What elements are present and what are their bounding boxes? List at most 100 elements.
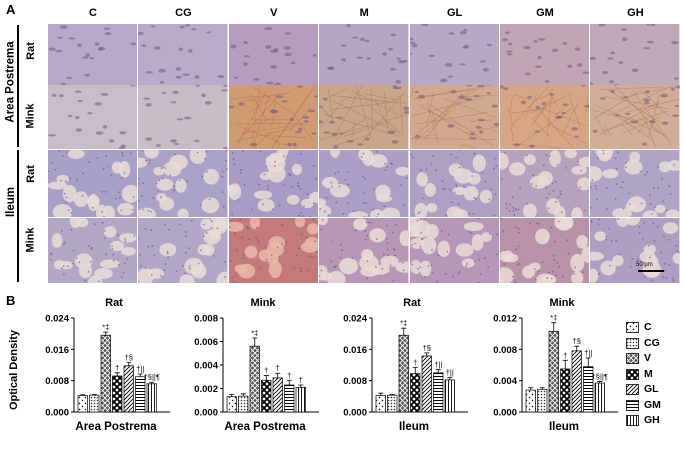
error-bar — [286, 379, 292, 385]
legend-label-gh: GH — [644, 414, 660, 426]
bar-c — [375, 395, 386, 413]
micrograph-ileum-rat-gl — [409, 150, 499, 217]
column-header-v: V — [270, 7, 278, 19]
column-header-gl: GL — [446, 7, 463, 19]
significance-label: *‡ — [102, 323, 109, 332]
micrograph-area-postrema-mink-gm — [500, 85, 590, 149]
bar-gm — [433, 372, 444, 413]
micrograph-area-postrema-mink-m — [319, 85, 409, 149]
micrograph-area-postrema-rat-gm — [500, 24, 590, 85]
error-bar — [298, 384, 304, 388]
bar-gl — [272, 377, 283, 413]
micrograph-ileum-mink-gh — [590, 218, 680, 283]
bar-m — [261, 379, 272, 413]
bar-gl — [571, 350, 582, 413]
significance-label: †|| — [446, 368, 454, 377]
error-bar — [412, 366, 418, 374]
y-tick-label: 0.000 — [194, 408, 218, 419]
micrograph-ileum-rat-m — [319, 150, 409, 217]
y-tick-label: 0.012 — [493, 314, 517, 325]
y-tick-label: 0.000 — [343, 408, 367, 419]
bar-m — [410, 373, 421, 413]
scale-bar-label: 50 μm — [636, 262, 653, 268]
micrograph-area-postrema-rat-c — [48, 24, 138, 85]
bar-gh — [146, 383, 157, 413]
x-axis-label: Ileum — [399, 421, 429, 433]
significance-label: †|| — [584, 348, 592, 357]
error-bar — [562, 359, 568, 369]
micrograph-ileum-mink-gl — [409, 218, 499, 283]
significance-label: † — [276, 364, 280, 373]
y-tick-label: 0.004 — [493, 376, 517, 387]
error-bar — [597, 381, 603, 384]
y-tick-label: 0.006 — [194, 337, 218, 348]
y-tick-label: 0.004 — [194, 361, 218, 372]
micrograph-area-postrema-mink-v — [228, 85, 319, 149]
y-tick-label: 0.000 — [493, 408, 517, 419]
significance-label: † — [413, 358, 417, 367]
micrograph-area-postrema-mink-c — [48, 85, 138, 149]
bar-c — [226, 396, 237, 413]
bar-c — [525, 389, 536, 413]
significance-label: †§ — [573, 337, 581, 346]
legend-label-gm: GM — [644, 398, 661, 411]
error-bar — [539, 387, 545, 390]
bar-gm — [284, 384, 295, 413]
column-header-m: M — [359, 7, 369, 19]
bar-v — [398, 334, 409, 413]
error-bar — [103, 331, 109, 336]
legend-swatch-gl — [626, 384, 639, 395]
legend-swatch-gm — [626, 399, 639, 411]
y-tick-label: 0.024 — [45, 314, 69, 325]
optical-density-charts: Rat0.0000.0080.0160.024*‡††§†||†§||¶Area… — [8, 297, 618, 433]
bar-cg — [387, 394, 398, 413]
error-bar — [585, 357, 591, 367]
significance-label: †§ — [125, 353, 133, 362]
error-bar — [126, 361, 132, 366]
significance-label: † — [299, 375, 303, 384]
bar-m — [112, 375, 123, 413]
bar-m — [560, 368, 571, 413]
micrograph-area-postrema-rat-gl — [409, 24, 499, 85]
significance-label: † — [563, 351, 567, 360]
y-tick-label: 0.002 — [194, 384, 218, 395]
column-header-c: C — [89, 7, 97, 19]
panel-a-label: A — [6, 2, 16, 17]
y-tick-label: 0.008 — [343, 376, 367, 387]
y-tick-label: 0.024 — [343, 314, 367, 325]
error-bar — [91, 393, 97, 396]
chart-3: Mink 0.000 0.004 0.008 0.012 *‡ † †§†|| †§||¶ Ile… — [493, 297, 618, 433]
significance-label: *‡ — [251, 328, 258, 337]
micrograph-ileum-rat-c — [48, 150, 138, 217]
legend-label-gl: GL — [644, 383, 659, 395]
y-tick-label: 0.000 — [45, 408, 69, 419]
micrograph-area-postrema-mink-gh — [590, 85, 680, 149]
bar-gh — [444, 379, 455, 413]
bar-gh — [295, 386, 306, 413]
error-bar — [80, 394, 86, 396]
error-bar — [401, 327, 407, 336]
row-label-ap-rat: Rat — [24, 42, 37, 60]
micrograph-ileum-mink-v — [228, 218, 319, 283]
row-label-ileum-mink: Mink — [24, 227, 37, 253]
micrograph-area-postrema-rat-v — [228, 24, 319, 85]
error-bar — [551, 322, 557, 332]
legend-swatch-c — [626, 322, 639, 333]
micrograph-ileum-rat-gh — [590, 150, 680, 217]
significance-label: † — [264, 366, 268, 375]
y-axis-label: Optical Density — [8, 329, 20, 410]
bar-cg — [89, 394, 100, 413]
micrograph-ileum-mink-cg — [138, 218, 228, 283]
bar-gh — [594, 382, 605, 413]
y-tick-label: 0.008 — [45, 376, 69, 387]
error-bar — [252, 337, 258, 347]
error-bar — [528, 387, 534, 391]
chart-title: Rat — [105, 297, 123, 309]
bar-gl — [123, 365, 134, 413]
micrograph-area-postrema-rat-gh — [590, 24, 680, 85]
significance-label: †§||¶ — [592, 372, 608, 381]
micrograph-ileum-rat-v — [228, 150, 319, 217]
y-tick-label: 0.008 — [194, 314, 218, 325]
bar-v — [100, 334, 111, 413]
error-bar — [389, 393, 395, 396]
